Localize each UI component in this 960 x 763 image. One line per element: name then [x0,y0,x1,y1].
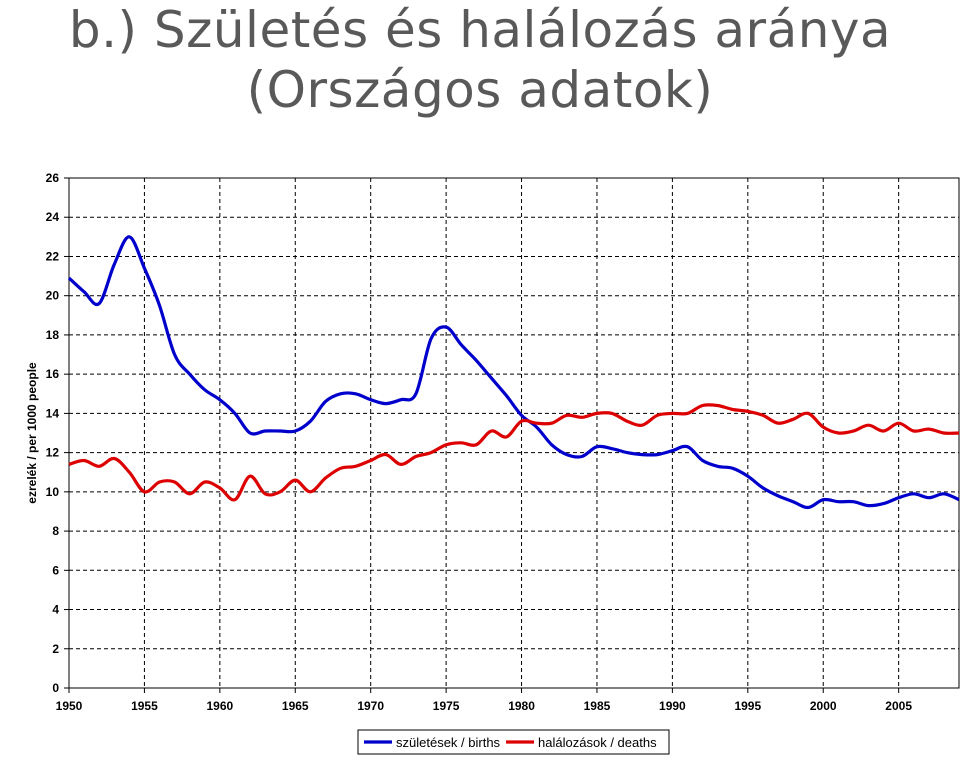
legend-label: születések / births [396,735,501,750]
x-tick-label: 1995 [734,699,761,713]
x-tick-label: 1980 [508,699,535,713]
legend-label: halálozások / deaths [538,735,657,750]
x-axis: 1950 1955 1960 1965 1970 1975 1980 1985 1990 1995… [56,688,912,713]
y-tick-label: 2 [52,642,59,656]
y-tick-label: 22 [46,249,60,263]
y-tick-label: 12 [46,446,60,460]
y-tick-label: 24 [46,210,60,224]
legend: születések / births halálozások / deaths [357,729,670,755]
slide-title-line-2: (Országos adatok) [246,61,714,119]
series-deaths-line [68,403,960,502]
slide-title: b.) Születés és halálozás aránya (Ország… [0,0,960,120]
y-axis-label: ezrelék / per 1000 people [25,362,39,504]
y-tick-label: 4 [52,603,59,617]
x-tick-label: 1955 [131,699,158,713]
x-tick-label: 1950 [56,699,83,713]
y-tick-label: 8 [52,524,59,538]
birth-death-rate-chart: 1950 1955 1960 1965 1970 1975 1980 1985 1990 1995… [25,171,960,755]
slide-title-line-1: b.) Születés és halálozás aránya [68,1,892,59]
y-tick-label: 0 [52,681,59,695]
plot-area [68,177,960,689]
y-tick-label: 18 [46,328,60,342]
series-lines [67,235,960,510]
x-tick-label: 2000 [810,699,837,713]
y-tick-label: 6 [52,563,59,577]
y-tick-label: 10 [46,485,60,499]
y-tick-label: 26 [46,171,60,185]
y-tick-label: 20 [46,289,60,303]
x-tick-label: 2005 [885,699,912,713]
x-tick-label: 1960 [206,699,233,713]
grid-lines [69,178,959,688]
x-tick-label: 1990 [659,699,686,713]
x-tick-label: 1985 [584,699,611,713]
x-tick-label: 1970 [357,699,384,713]
series-births-line [67,235,960,510]
x-tick-label: 1975 [433,699,460,713]
y-tick-label: 16 [46,367,60,381]
y-tick-label: 14 [46,406,60,420]
x-tick-label: 1965 [282,699,309,713]
